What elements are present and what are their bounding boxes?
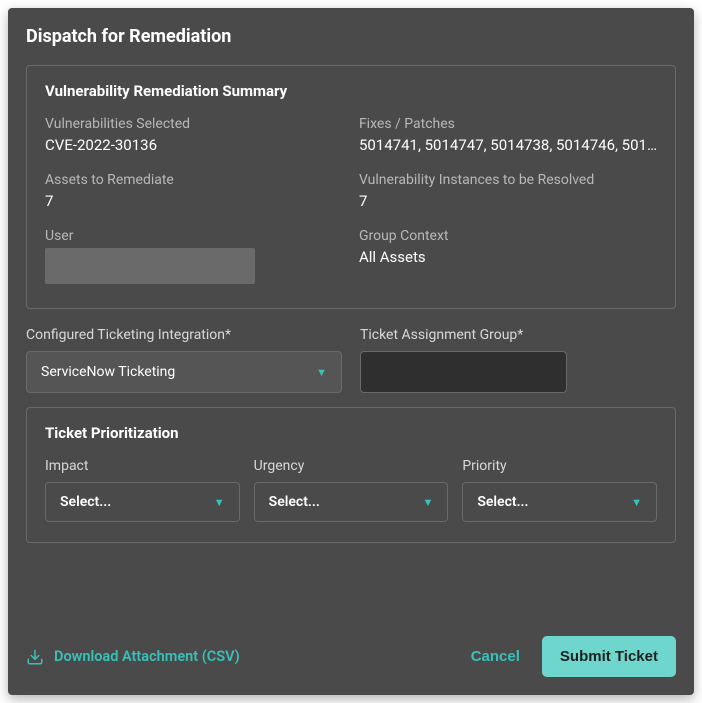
priority-label: Priority	[462, 458, 657, 474]
assignment-field: Ticket Assignment Group*	[360, 327, 676, 393]
prioritization-panel: Ticket Prioritization Impact Select... ▼…	[26, 407, 676, 543]
summary-grid: Vulnerabilities Selected CVE-2022-30136 …	[45, 116, 657, 284]
fixes-value: 5014741, 5014747, 5014738, 5014746, 501…	[359, 136, 657, 154]
impact-select[interactable]: Select... ▼	[45, 482, 240, 522]
fixes-label: Fixes / Patches	[359, 116, 657, 132]
assets-value: 7	[45, 192, 339, 210]
instances-label: Vulnerability Instances to be Resolved	[359, 172, 657, 188]
vuln-selected-value: CVE-2022-30136	[45, 136, 339, 154]
user-value-redacted	[45, 248, 255, 284]
impact-label: Impact	[45, 458, 240, 474]
assets-label: Assets to Remediate	[45, 172, 339, 188]
footer-actions: Cancel Submit Ticket	[471, 636, 676, 677]
assignment-input[interactable]	[360, 351, 567, 393]
impact-select-value: Select...	[60, 494, 111, 510]
priority-field: Priority Select... ▼	[462, 458, 657, 522]
integration-select-value: ServiceNow Ticketing	[41, 364, 175, 380]
prioritization-grid: Impact Select... ▼ Urgency Select... ▼ P…	[45, 458, 657, 522]
instances-field: Vulnerability Instances to be Resolved 7	[359, 172, 657, 210]
download-attachment-link[interactable]: Download Attachment (CSV)	[26, 648, 240, 666]
dispatch-modal: Dispatch for Remediation Vulnerability R…	[8, 8, 694, 695]
download-icon	[26, 648, 44, 666]
cancel-button[interactable]: Cancel	[471, 648, 520, 665]
vuln-selected-field: Vulnerabilities Selected CVE-2022-30136	[45, 116, 339, 154]
group-value: All Assets	[359, 248, 657, 266]
assets-field: Assets to Remediate 7	[45, 172, 339, 210]
integration-field: Configured Ticketing Integration* Servic…	[26, 327, 342, 393]
fixes-field: Fixes / Patches 5014741, 5014747, 501473…	[359, 116, 657, 154]
summary-heading: Vulnerability Remediation Summary	[45, 82, 657, 100]
group-label: Group Context	[359, 228, 657, 244]
modal-footer: Download Attachment (CSV) Cancel Submit …	[26, 626, 676, 677]
integration-select[interactable]: ServiceNow Ticketing ▼	[26, 351, 342, 393]
prioritization-heading: Ticket Prioritization	[45, 424, 657, 442]
modal-title: Dispatch for Remediation	[26, 26, 676, 47]
assignment-label: Ticket Assignment Group*	[360, 327, 676, 343]
impact-field: Impact Select... ▼	[45, 458, 240, 522]
urgency-field: Urgency Select... ▼	[254, 458, 449, 522]
integration-label: Configured Ticketing Integration*	[26, 327, 342, 343]
user-field: User	[45, 228, 339, 284]
summary-panel: Vulnerability Remediation Summary Vulner…	[26, 65, 676, 309]
chevron-down-icon: ▼	[316, 366, 327, 379]
submit-button[interactable]: Submit Ticket	[542, 636, 676, 677]
priority-select[interactable]: Select... ▼	[462, 482, 657, 522]
config-row: Configured Ticketing Integration* Servic…	[26, 327, 676, 393]
user-label: User	[45, 228, 339, 244]
download-label: Download Attachment (CSV)	[54, 648, 240, 665]
chevron-down-icon: ▼	[631, 496, 642, 509]
vuln-selected-label: Vulnerabilities Selected	[45, 116, 339, 132]
urgency-label: Urgency	[254, 458, 449, 474]
chevron-down-icon: ▼	[214, 496, 225, 509]
instances-value: 7	[359, 192, 657, 210]
group-field: Group Context All Assets	[359, 228, 657, 284]
urgency-select[interactable]: Select... ▼	[254, 482, 449, 522]
chevron-down-icon: ▼	[422, 496, 433, 509]
urgency-select-value: Select...	[269, 494, 320, 510]
priority-select-value: Select...	[477, 494, 528, 510]
